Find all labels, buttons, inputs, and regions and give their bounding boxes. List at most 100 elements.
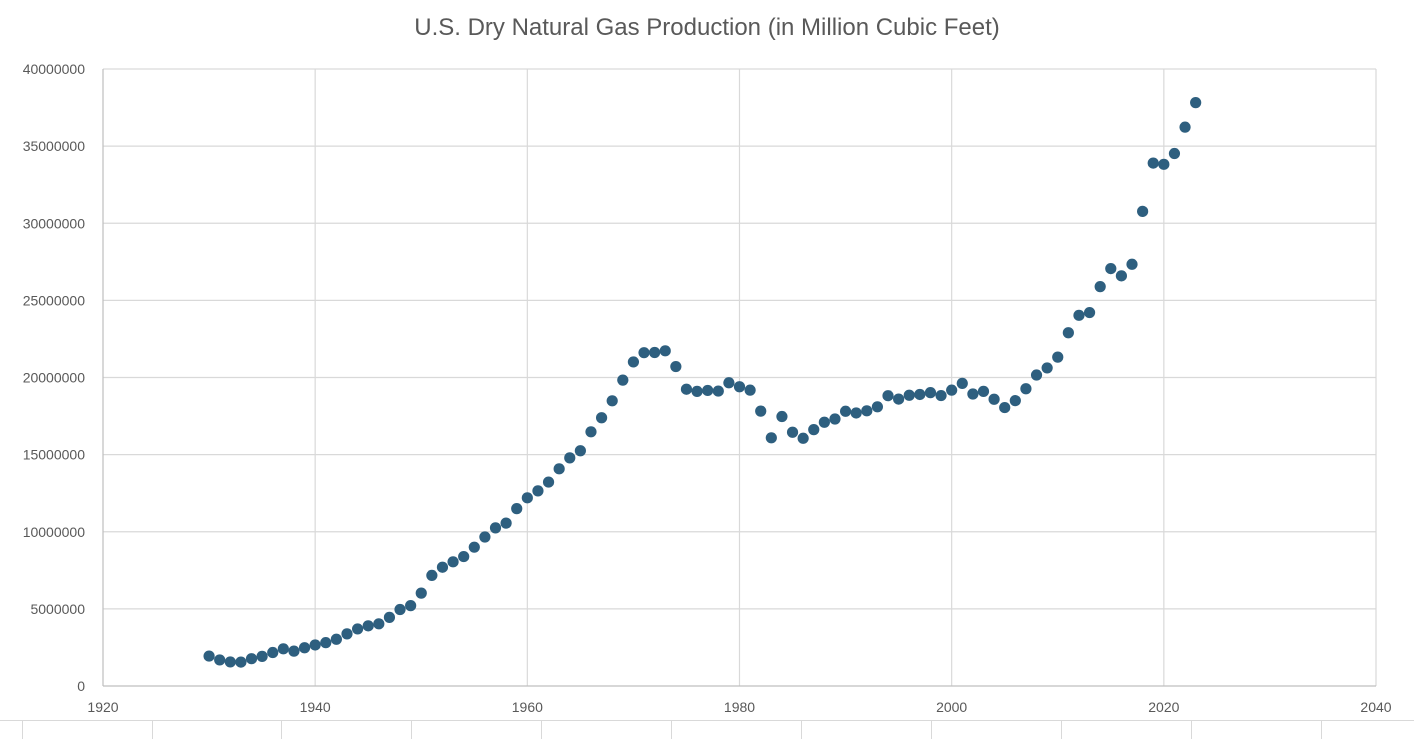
data-point xyxy=(1158,158,1170,170)
data-point xyxy=(1126,258,1138,270)
data-point xyxy=(829,413,841,425)
data-point xyxy=(617,374,629,386)
data-point xyxy=(1009,395,1021,407)
x-tick-label: 1980 xyxy=(724,699,755,715)
data-point xyxy=(532,485,544,497)
data-point xyxy=(861,405,873,417)
data-point xyxy=(1052,351,1064,363)
data-point xyxy=(903,389,915,401)
data-point xyxy=(288,645,300,657)
x-tick-label: 2040 xyxy=(1360,699,1391,715)
data-point xyxy=(1062,327,1074,339)
data-point xyxy=(468,541,480,553)
data-point xyxy=(1168,147,1181,160)
data-points xyxy=(203,97,1202,668)
data-point xyxy=(574,445,586,457)
data-point xyxy=(1147,157,1159,169)
data-point xyxy=(500,517,512,529)
column-divider xyxy=(152,721,153,739)
data-point xyxy=(839,405,852,417)
data-point xyxy=(1190,97,1202,109)
data-point xyxy=(977,385,990,397)
data-point xyxy=(595,412,608,424)
data-point xyxy=(1030,369,1043,381)
data-point xyxy=(765,432,777,444)
data-point xyxy=(850,407,862,419)
data-point xyxy=(267,646,279,659)
data-point xyxy=(935,389,947,402)
data-point xyxy=(680,383,693,395)
data-point xyxy=(394,603,406,616)
column-divider xyxy=(1321,721,1322,739)
data-point xyxy=(723,377,735,389)
data-point xyxy=(967,388,979,400)
gridlines xyxy=(103,68,1377,686)
data-point xyxy=(447,556,459,568)
x-tick-label: 2020 xyxy=(1148,699,1179,715)
tick-labels: 0 5000000 10000000 15000000 20000000 25000000… xyxy=(23,61,1392,715)
y-tick-label: 25000000 xyxy=(23,292,86,308)
data-point xyxy=(670,360,682,373)
data-point xyxy=(733,381,746,393)
data-point xyxy=(521,492,533,504)
column-divider xyxy=(541,721,542,739)
x-tick-label: 1940 xyxy=(300,699,331,715)
y-tick-label: 5000000 xyxy=(30,601,85,617)
y-tick-label: 40000000 xyxy=(23,61,86,77)
data-point xyxy=(1115,270,1127,282)
data-point xyxy=(999,401,1011,414)
y-tick-label: 10000000 xyxy=(23,524,86,540)
data-point xyxy=(309,639,321,651)
chart-title: U.S. Dry Natural Gas Production (in Mill… xyxy=(414,14,1000,41)
x-tick-label: 1920 xyxy=(87,699,118,715)
data-point xyxy=(638,347,650,359)
data-point xyxy=(914,388,926,401)
data-point xyxy=(235,656,247,668)
column-divider xyxy=(281,721,282,739)
data-point xyxy=(1094,281,1106,293)
data-point xyxy=(627,356,640,368)
data-point xyxy=(330,633,342,645)
data-point xyxy=(405,600,417,612)
data-point xyxy=(1137,205,1149,217)
data-point xyxy=(415,587,427,599)
data-point xyxy=(606,395,618,407)
data-point xyxy=(256,650,268,662)
sheet-column-divider-strip xyxy=(0,720,1414,739)
data-point xyxy=(797,432,809,444)
y-tick-label: 35000000 xyxy=(23,138,86,154)
data-point xyxy=(776,410,788,423)
data-point xyxy=(871,401,884,413)
data-point xyxy=(882,390,894,402)
data-point xyxy=(924,387,937,399)
data-point xyxy=(436,561,449,573)
data-point xyxy=(1105,262,1117,275)
y-tick-label: 15000000 xyxy=(23,447,86,463)
column-divider xyxy=(801,721,802,739)
y-tick-label: 20000000 xyxy=(23,370,86,386)
data-point xyxy=(564,452,576,464)
data-point xyxy=(277,643,289,655)
data-point xyxy=(203,650,215,662)
data-point xyxy=(245,653,258,665)
x-tick-label: 2000 xyxy=(936,699,967,715)
data-point xyxy=(542,476,555,488)
data-point xyxy=(479,531,491,543)
data-point xyxy=(352,623,364,635)
data-point xyxy=(786,426,799,438)
data-point xyxy=(362,620,374,632)
data-point xyxy=(1083,306,1096,319)
data-point xyxy=(712,385,724,397)
data-point xyxy=(893,393,905,405)
x-tick-label: 1960 xyxy=(512,699,543,715)
data-point xyxy=(373,618,385,630)
data-point xyxy=(298,642,311,654)
data-point xyxy=(808,424,820,436)
y-tick-label: 0 xyxy=(77,678,85,694)
data-point xyxy=(691,385,703,397)
data-point xyxy=(702,384,714,397)
column-divider xyxy=(411,721,412,739)
data-point xyxy=(1041,362,1053,374)
